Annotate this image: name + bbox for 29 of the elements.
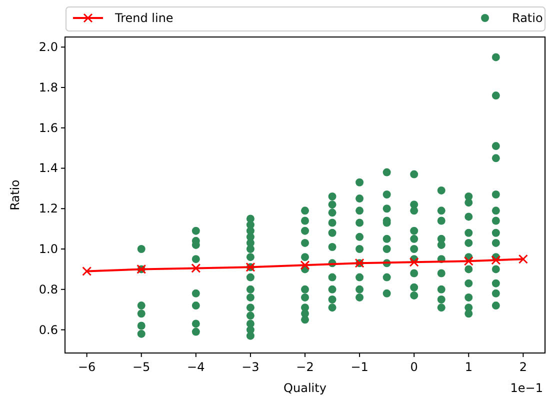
x-tick-label: −3 [242,360,260,374]
point [464,256,474,266]
x-tick-label: 2 [519,360,527,374]
y-tick-label: 1.4 [38,161,58,176]
y-tick-label: 2.0 [38,40,58,54]
legend-label: Trend line [114,11,174,25]
legend-label: Ratio [512,11,543,25]
point [191,263,201,273]
point [491,255,501,265]
y-tick-label: 0.6 [38,322,58,337]
point [82,266,92,276]
x-tick-label: −5 [132,360,150,374]
y-axis-title: Ratio [8,180,22,210]
x-tick-label: −1 [350,360,368,374]
x-tick-label: −2 [296,360,314,374]
y-tick-label: 1.6 [38,120,58,135]
x-tick-label: 0 [410,360,418,374]
point [300,260,310,270]
x-tick-label: 1 [464,360,472,374]
x-tick-label: −4 [187,360,205,374]
point [518,254,528,264]
x-tick-label: −6 [78,360,96,374]
x-axis-title: Quality [284,381,326,395]
text: 1e−1 [510,381,543,395]
y-tick-label: 1.2 [38,202,58,216]
point [409,257,419,267]
y-tick-label: 1.8 [38,80,58,94]
y-tick-label: 1.0 [38,242,58,256]
y-tick-label: 0.8 [38,282,58,296]
